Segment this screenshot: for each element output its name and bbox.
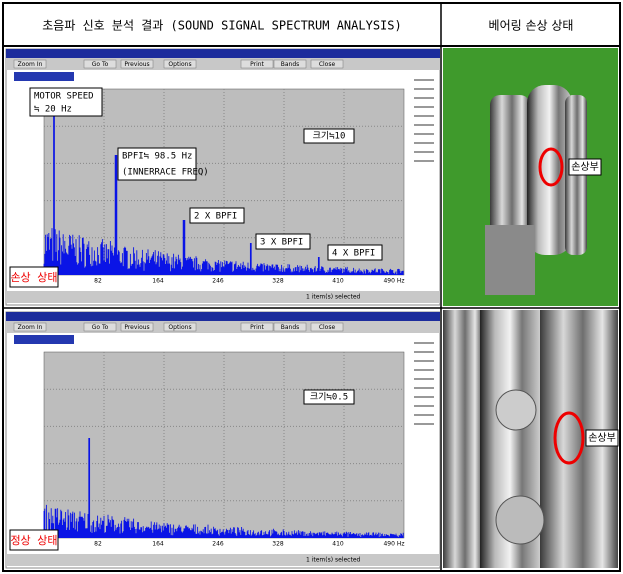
- magnitude-label: 크기≒0.5: [310, 392, 348, 403]
- readout-line: [414, 151, 434, 153]
- magnitude-label: 크기≒10: [313, 131, 346, 142]
- x-tick-label: 328: [272, 278, 284, 285]
- readout-line: [414, 79, 434, 81]
- x-tick-label: 410: [332, 541, 344, 548]
- toolbar-label: Print: [250, 324, 264, 331]
- toolbar-label: Previous: [124, 61, 149, 68]
- annotation: ≒ 20 Hz: [34, 105, 72, 115]
- readout-line: [414, 160, 434, 162]
- page: 초음파 신호 분석 결과 (SOUND SIGNAL SPECTRUM ANAL…: [0, 0, 623, 574]
- readout-line: [414, 351, 434, 353]
- status-text: 1 item(s) selected: [306, 294, 361, 301]
- readout-line: [414, 396, 434, 398]
- title-bar: [6, 312, 440, 321]
- header-title: 초음파 신호 분석 결과 (SOUND SIGNAL SPECTRUM ANAL…: [42, 19, 401, 33]
- readout-line: [414, 88, 434, 90]
- readout-line: [414, 423, 434, 425]
- toolbar-label: Go To: [92, 324, 109, 331]
- toolbar: [6, 58, 440, 70]
- analyzer-window: Zoom In Go To Previous Options Print Bands Clo…: [6, 49, 440, 305]
- bearing-photo: [443, 48, 618, 306]
- x-tick-label: 164: [152, 541, 164, 548]
- status-bar: [6, 554, 440, 566]
- toolbar-label: Close: [319, 324, 336, 331]
- readout-line: [414, 387, 434, 389]
- toolbar-label: Bands: [281, 61, 300, 68]
- toolbar: [6, 321, 440, 333]
- annotation: 4 X BPFI: [332, 249, 375, 259]
- readout-line: [414, 142, 434, 144]
- x-tick-label: 246: [212, 278, 224, 285]
- x-tick-label: 490 Hz: [383, 541, 404, 548]
- x-tick-label: 328: [272, 541, 284, 548]
- file-label: [14, 335, 74, 344]
- annotation: BPFI≒ 98.5 Hz: [122, 152, 192, 162]
- readout-line: [414, 115, 434, 117]
- annotation: 2 X BPFI: [194, 212, 237, 222]
- x-tick-label: 82: [94, 541, 102, 548]
- title-bar: [6, 49, 440, 58]
- toolbar-label: Close: [319, 61, 336, 68]
- x-tick-label: 164: [152, 278, 164, 285]
- toolbar-label: Previous: [124, 324, 149, 331]
- readout-line: [414, 124, 434, 126]
- toolbar-label: Print: [250, 61, 264, 68]
- readout-line: [414, 369, 434, 371]
- status-bar: [6, 291, 440, 303]
- toolbar-label: Zoom In: [18, 324, 43, 331]
- x-tick-label: 246: [212, 541, 224, 548]
- x-tick-label: 82: [94, 278, 102, 285]
- toolbar-label: Options: [168, 61, 191, 68]
- readout-line: [414, 106, 434, 108]
- annotation: 3 X BPFI: [260, 238, 303, 248]
- readout-line: [414, 405, 434, 407]
- state-label: 정상 상태: [10, 534, 57, 547]
- x-tick-label: 490 Hz: [383, 278, 404, 285]
- readout-line: [414, 97, 434, 99]
- toolbar-label: Bands: [281, 324, 300, 331]
- photo-label: 손상부: [588, 432, 616, 444]
- status-text: 1 item(s) selected: [306, 557, 361, 564]
- toolbar-label: Go To: [92, 61, 109, 68]
- header-title: 베어링 손상 상태: [489, 19, 574, 33]
- readout-line: [414, 414, 434, 416]
- photo-label: 손상부: [571, 161, 599, 173]
- toolbar-label: Options: [168, 324, 191, 331]
- readout-line: [414, 342, 434, 344]
- toolbar-label: Zoom In: [18, 61, 43, 68]
- annotation: MOTOR SPEED: [34, 92, 94, 102]
- readout-line: [414, 133, 434, 135]
- state-label: 손상 상태: [10, 271, 57, 284]
- annotation: (INNERRACE FREQ): [122, 168, 209, 178]
- x-tick-label: 410: [332, 278, 344, 285]
- readout-line: [414, 378, 434, 380]
- readout-line: [414, 360, 434, 362]
- analyzer-window: Zoom In Go To Previous Options Print Bands Clo…: [6, 312, 440, 568]
- file-label: [14, 72, 74, 81]
